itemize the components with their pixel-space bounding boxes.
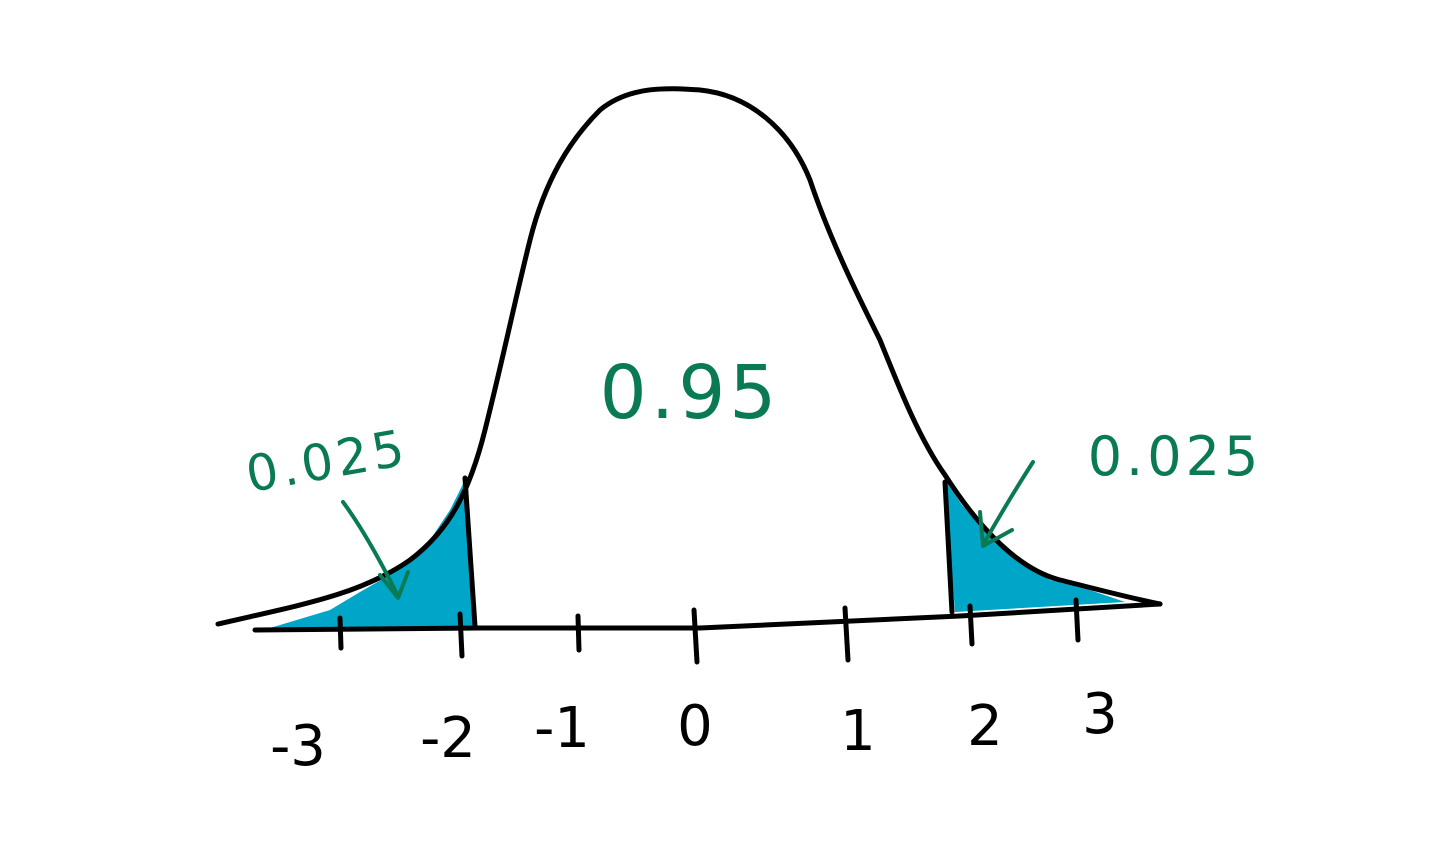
- tick-mark: [842, 605, 851, 663]
- right-tail-label: 0.025: [1088, 425, 1263, 488]
- tick-label: 2: [967, 694, 1003, 759]
- right-tail-shading: [945, 480, 1125, 612]
- tick-label: 3: [1082, 682, 1118, 747]
- tick-marks: [337, 597, 1081, 665]
- bell-curve: [215, 86, 1163, 627]
- x-axis: [252, 601, 1163, 633]
- tick-label: -2: [420, 706, 476, 771]
- tick-label: 1: [840, 699, 876, 764]
- center-area-label: 0.95: [600, 350, 781, 436]
- tick-mark: [1073, 597, 1081, 643]
- left-boundary-line: [462, 475, 478, 629]
- left-tail-arrow: [341, 500, 410, 600]
- left-tail-shading: [270, 480, 475, 628]
- right-tail-arrow: [978, 460, 1035, 548]
- right-boundary-line: [942, 479, 955, 615]
- left-tail-label: 0.025: [242, 419, 413, 504]
- tick-mark: [337, 615, 344, 651]
- tick-mark: [457, 611, 465, 659]
- tick-label: -3: [270, 714, 326, 779]
- tick-labels: -3 -2 -1 0 1 2 3: [270, 682, 1118, 779]
- tick-label: -1: [534, 696, 590, 761]
- tick-mark: [575, 613, 582, 653]
- tick-mark: [967, 603, 975, 647]
- tick-mark: [691, 607, 700, 665]
- tick-label: 0: [677, 694, 713, 759]
